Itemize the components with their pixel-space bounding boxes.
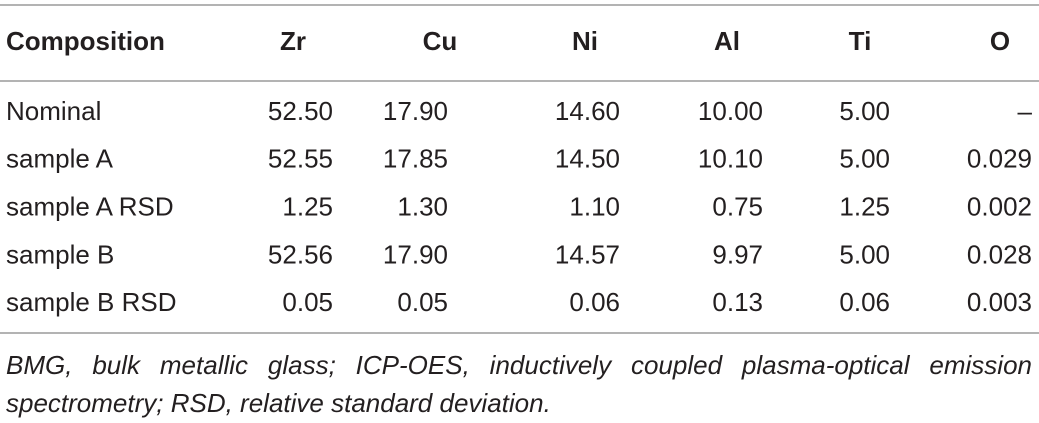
cell: 10.10 xyxy=(698,144,763,174)
cell: 9.97 xyxy=(712,239,763,269)
header-cell: Al xyxy=(714,26,740,56)
cell: 0.06 xyxy=(839,287,890,317)
row-label: sample B xyxy=(6,239,114,269)
cell: 0.002 xyxy=(967,191,1032,221)
cell: 17.90 xyxy=(383,96,448,126)
cell: 52.50 xyxy=(268,96,333,126)
cell: 10.00 xyxy=(698,96,763,126)
cell: 14.57 xyxy=(555,239,620,269)
cell: 14.50 xyxy=(555,144,620,174)
cell: 14.60 xyxy=(555,96,620,126)
row-label: Nominal xyxy=(6,96,101,126)
row-label: sample A xyxy=(6,144,114,174)
cell: 5.00 xyxy=(839,239,890,269)
header-cell: Cu xyxy=(423,26,458,56)
cell: 0.13 xyxy=(712,287,763,317)
cell: 17.90 xyxy=(383,239,448,269)
cell: 0.05 xyxy=(397,287,448,317)
header-cell: Ni xyxy=(572,26,598,56)
cell: 0.029 xyxy=(967,144,1032,174)
header-cell: O xyxy=(990,26,1010,56)
cell: 1.25 xyxy=(282,191,333,221)
cell: 52.56 xyxy=(268,239,333,269)
cell: 0.06 xyxy=(569,287,620,317)
header-cell: Ti xyxy=(849,26,872,56)
header-cell: Composition xyxy=(6,26,165,56)
header-cell: Zr xyxy=(280,26,306,56)
cell: 1.30 xyxy=(397,191,448,221)
cell: 5.00 xyxy=(839,144,890,174)
cell: 0.05 xyxy=(282,287,333,317)
cell: 17.85 xyxy=(383,144,448,174)
cell: 1.10 xyxy=(569,191,620,221)
cell: 0.028 xyxy=(967,239,1032,269)
cell: 0.75 xyxy=(712,191,763,221)
cell: 5.00 xyxy=(839,96,890,126)
cell: 1.25 xyxy=(839,191,890,221)
cell: 52.55 xyxy=(268,144,333,174)
footnote: BMG, bulk metallic glass; ICP-OES, induc… xyxy=(6,350,1032,418)
cell: – xyxy=(1018,96,1033,126)
row-label: sample A RSD xyxy=(6,191,174,221)
row-label: sample B RSD xyxy=(6,287,177,317)
cell: 0.003 xyxy=(967,287,1032,317)
